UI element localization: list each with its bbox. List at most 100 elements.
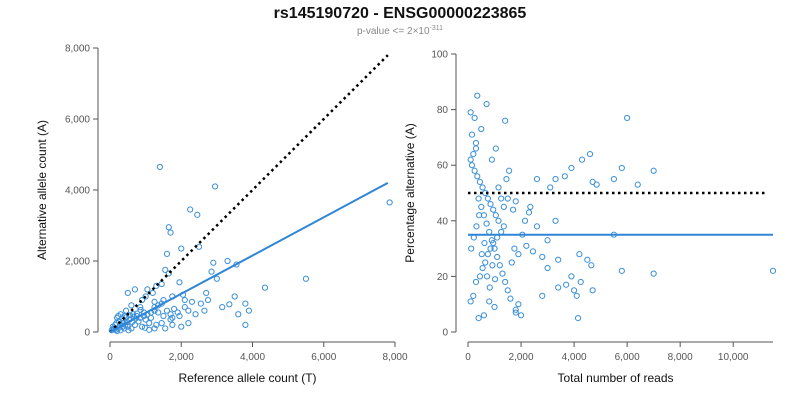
- right-data-point: [491, 276, 499, 283]
- right-x-axis-title: Total number of reads: [557, 371, 673, 385]
- right-data-point: [476, 273, 484, 280]
- right-data-point: [484, 251, 491, 258]
- left-x-tick-label: 4,000: [240, 352, 265, 363]
- right-data-point: [561, 173, 568, 180]
- right-data-point: [478, 203, 485, 210]
- left-data-point: [203, 289, 210, 297]
- right-data-point: [610, 176, 617, 183]
- left-data-point: [219, 304, 226, 311]
- left-data-point: [125, 327, 132, 334]
- right-data-point: [479, 264, 486, 272]
- right-data-point: [480, 312, 488, 319]
- right-data-point: [483, 100, 490, 108]
- right-data-point: [650, 270, 657, 277]
- right-data-point: [488, 237, 495, 244]
- left-y-tick-label: 2,000: [65, 257, 90, 268]
- right-data-point: [552, 176, 559, 183]
- right-data-point: [478, 125, 485, 133]
- left-data-point: [153, 282, 160, 289]
- right-data-point: [504, 195, 511, 202]
- right-data-point: [555, 256, 562, 263]
- right-data-point: [473, 223, 480, 230]
- right-data-point: [491, 245, 498, 252]
- left-data-point: [169, 321, 176, 328]
- left-data-point: [163, 250, 171, 257]
- right-data-point: [471, 114, 478, 122]
- right-data-point: [512, 198, 519, 205]
- right-x-tick-label: 6,000: [615, 352, 640, 363]
- left-data-point: [169, 314, 176, 321]
- right-data-point: [506, 167, 513, 174]
- left-data-point: [185, 307, 192, 314]
- left-data-point: [122, 307, 130, 314]
- left-data-point: [165, 270, 172, 277]
- right-data-point: [576, 251, 583, 258]
- right-x-tick-label: 8,000: [668, 352, 693, 363]
- left-y-axis-title: Alternative allele count (A): [35, 120, 49, 260]
- left-scatter-panel: 0 2,000 4,000 6,000 8,000 0 2,000 4,000 6,000 8,0…: [35, 44, 408, 386]
- right-data-point: [509, 206, 517, 213]
- left-data-point: [142, 316, 149, 323]
- left-data-point: [242, 321, 249, 328]
- left-data-point: [133, 310, 141, 317]
- left-data-point: [160, 312, 167, 320]
- right-data-point: [577, 278, 584, 286]
- right-data-point: [650, 167, 657, 174]
- left-data-point: [204, 296, 212, 304]
- left-data-point: [158, 320, 165, 327]
- left-data-point: [153, 321, 160, 328]
- left-data-point: [138, 296, 146, 304]
- right-data-point: [467, 156, 474, 163]
- left-y-tick-label: 8,000: [65, 44, 90, 55]
- right-data-point: [502, 117, 509, 124]
- right-data-point: [487, 201, 494, 208]
- subtitle-prefix: p-value <= 2×10: [356, 26, 430, 37]
- left-y-tick-label: 4,000: [65, 186, 90, 197]
- right-data-point: [512, 309, 519, 316]
- left-data-point: [167, 229, 174, 236]
- right-data-point: [539, 292, 546, 299]
- left-y-tick-label: 6,000: [65, 115, 90, 126]
- left-data-point: [231, 293, 238, 300]
- right-data-point: [479, 184, 486, 191]
- right-data-point: [570, 287, 578, 294]
- left-data-point: [115, 312, 122, 320]
- right-data-point: [529, 248, 537, 255]
- right-data-point: [507, 295, 514, 302]
- right-data-point: [578, 156, 586, 163]
- right-data-point: [481, 239, 488, 247]
- right-data-point: [476, 178, 484, 185]
- right-data-point: [468, 162, 476, 169]
- right-data-point: [468, 245, 475, 252]
- right-y-tick-label: 100: [431, 50, 448, 61]
- right-data-point: [568, 273, 575, 280]
- left-data-point: [174, 309, 181, 316]
- left-x-tick-label: 0: [107, 352, 113, 363]
- right-data-point: [472, 139, 480, 147]
- left-data-point: [176, 279, 183, 286]
- left-data-point: [226, 301, 233, 308]
- subtitle-exponent: -311: [429, 25, 444, 32]
- left-data-point: [149, 289, 156, 297]
- right-data-point: [496, 262, 503, 269]
- right-data-point: [489, 262, 496, 269]
- right-data-point: [568, 164, 575, 172]
- left-data-point: [192, 311, 199, 318]
- right-y-tick-label: 60: [437, 161, 449, 172]
- right-data-point: [563, 281, 570, 288]
- right-data-point: [488, 156, 495, 163]
- right-data-point: [533, 223, 541, 230]
- left-data-point: [386, 199, 393, 206]
- right-data-point: [544, 264, 551, 272]
- left-data-point: [187, 206, 194, 213]
- right-data-point: [486, 298, 493, 305]
- right-data-point: [555, 284, 562, 291]
- right-data-point: [525, 209, 533, 216]
- right-data-point: [593, 181, 600, 188]
- right-data-point: [634, 181, 641, 188]
- left-data-point: [162, 266, 169, 273]
- right-data-point: [472, 278, 480, 286]
- right-x-tick-label: 2,000: [509, 352, 534, 363]
- left-data-point: [141, 324, 149, 331]
- left-data-point: [242, 300, 249, 307]
